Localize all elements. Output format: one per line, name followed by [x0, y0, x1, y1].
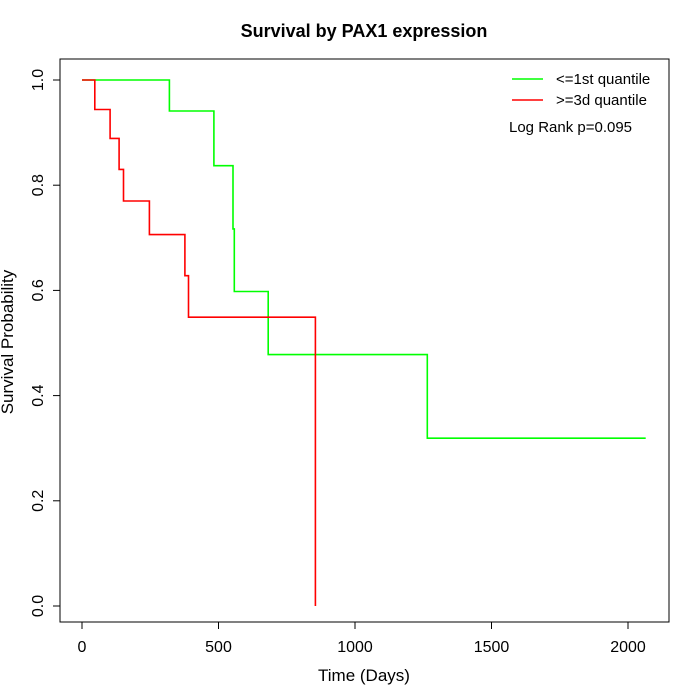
y-tick-label: 0.4	[30, 384, 47, 406]
x-tick-label: 1500	[474, 639, 510, 656]
y-tick-label: 0.8	[30, 174, 47, 196]
x-tick-label: 1000	[337, 639, 373, 656]
legend-label-1: >=3d quantile	[556, 92, 647, 109]
x-tick-label: 2000	[610, 639, 646, 656]
x-tick-label: 500	[205, 639, 232, 656]
y-axis: 0.0 0.2 0.4 0.6 0.8 1.0	[30, 69, 61, 617]
x-axis: 0 500 1000 1500 2000	[78, 621, 646, 656]
y-tick-label: 0.2	[30, 490, 47, 512]
x-tick-label: 0	[78, 639, 87, 656]
y-axis-label: Survival Probability	[0, 269, 17, 414]
legend-label-0: <=1st quantile	[556, 71, 650, 88]
y-tick-label: 0.6	[30, 279, 47, 301]
chart-title: Survival by PAX1 expression	[241, 21, 488, 41]
series-layer	[82, 79, 646, 606]
x-axis-label: Time (Days)	[318, 666, 410, 685]
y-tick-label: 0.0	[30, 595, 47, 617]
log-rank-annotation: Log Rank p=0.095	[509, 119, 632, 136]
legend: <=1st quantile >=3d quantile	[512, 71, 650, 109]
series-line-1	[82, 79, 317, 606]
plot-frame	[59, 58, 670, 623]
y-tick-label: 1.0	[30, 69, 47, 91]
series-line-0	[82, 79, 646, 440]
